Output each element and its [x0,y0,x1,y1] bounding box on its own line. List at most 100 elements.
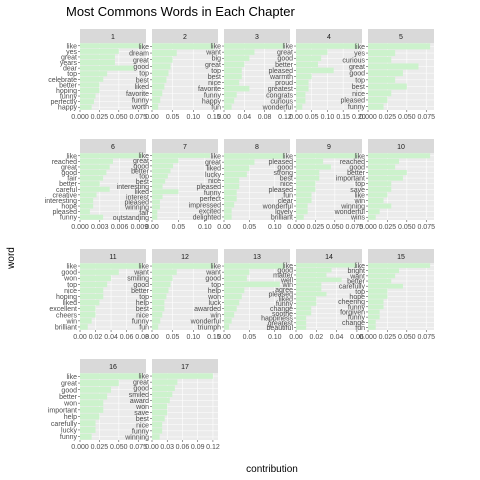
bar [152,299,165,306]
facet-panel-12: 12likewantsmilinggoodbettertophelpbestni… [127,249,221,341]
word-label: great [133,380,149,387]
bar [80,400,104,407]
word-label: important [48,407,77,414]
facet-panel-9: 9likepleasedgoodstrongbestnicepleasedfun… [262,139,363,231]
bar [224,195,237,202]
word-label: won [135,404,149,411]
word-label: great [349,64,365,71]
word-label: nice [136,312,149,319]
x-tick-label: 0.025 [379,114,397,121]
bar [152,50,177,57]
word-label: good [133,64,149,71]
word-label: great [277,50,293,57]
facet-panel-10: 10likereachedgoodbetterimportanttopsavel… [334,139,435,231]
bar [224,153,285,159]
word-label: fun [355,325,365,332]
strip-label: 17 [181,364,189,371]
word-label: best [352,84,365,91]
bar [80,287,104,294]
word-label: like [354,153,365,160]
facet-panel-3: 3likewantbiggreattopbestnicefavoritefunn… [198,29,292,121]
bar [224,324,230,330]
word-label: wonderful [262,104,294,111]
bar [152,422,163,428]
word-label: brilliant [55,324,77,331]
x-tick-label: 0.050 [398,224,416,231]
bar [224,67,242,74]
word-label: hope [61,204,77,211]
bar [296,315,307,321]
word-label: funny [348,315,366,322]
facet-panel-6: 6likereachedgreatgoodfairbettercarefulcr… [45,139,148,231]
bar [224,171,247,178]
word-label: change [342,320,365,327]
bar [368,83,407,90]
word-label: yes [354,51,365,58]
x-tick-label: 0.075 [345,224,363,231]
strip-background [80,249,146,263]
bar [152,293,167,300]
strip-label: 3 [255,34,259,41]
facet-panel-4: 4likegreatgoodbetterpleasedwarmthproudgr… [262,29,366,121]
bar [80,299,100,306]
bar [296,192,312,198]
bar [152,281,171,288]
bar [368,103,384,110]
word-label: funny [204,190,222,197]
bar [152,275,173,281]
word-label: top [67,71,77,78]
bar [152,63,171,70]
word-label: winning [124,205,149,212]
word-label: win [209,312,221,319]
bar [80,158,113,164]
x-tick-label: 0.025 [91,444,109,451]
strip-background [152,139,218,153]
bar [368,70,403,77]
bar [368,90,392,97]
bar [224,312,235,318]
word-label: good [133,386,149,393]
bar [296,170,320,176]
facet-panel-15: 15likebrightwantbettercarefullytophopech… [338,249,435,341]
bar [80,263,143,269]
x-tick-label: 0.04 [104,334,118,341]
word-label: like [138,44,149,51]
word-label: like [66,264,77,271]
bar [152,83,165,90]
bar [80,373,143,380]
x-tick-label: 0.00 [145,224,159,231]
bar [368,197,384,203]
bar [80,192,97,198]
strip-label: 12 [181,254,189,261]
bar [152,434,160,440]
bar [152,318,161,324]
word-label: top [355,181,365,188]
bar [80,324,88,330]
x-tick-label: 0.09 [191,444,205,451]
bar [296,73,312,80]
word-label: pleased [268,187,293,194]
word-label: liked [63,300,78,307]
bar [296,67,334,74]
facet-panel-14: 14likegoodmatterwellwinagreepleasedliked… [261,249,364,341]
x-tick-label: 0.025 [91,114,109,121]
bar [368,278,392,284]
bar [224,208,232,214]
word-label: pleased [340,97,365,104]
bar [224,85,250,92]
word-label: carefully [51,421,78,428]
word-label: funny [276,301,294,308]
bar [368,309,380,315]
word-label: big [212,56,221,63]
word-label: winning [340,204,365,211]
word-label: interesting [45,198,77,205]
bar [224,202,235,208]
bar [152,96,161,103]
bar [80,413,100,420]
bar [368,314,380,320]
word-label: funny [132,428,150,435]
word-label: better [275,62,294,69]
word-label: excited [199,208,221,215]
bar [152,287,169,294]
bar [80,393,108,400]
